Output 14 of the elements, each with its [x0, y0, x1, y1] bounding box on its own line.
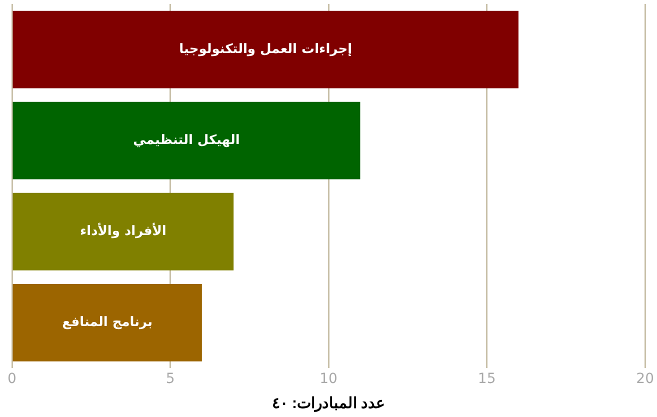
bar	[12, 284, 202, 362]
y-tick-label: الأفراد والأداء	[80, 222, 166, 239]
x-tick-label: 10	[320, 371, 338, 388]
bar	[12, 10, 518, 88]
y-tick-label: برنامج المنافع	[62, 315, 152, 330]
bar	[12, 102, 360, 180]
x-tick-label: 15	[478, 371, 496, 388]
y-tick-label: إجراءات العمل والتكنولوجيا	[179, 42, 352, 57]
y-tick-label: الهيكل التنظيمي	[133, 132, 240, 148]
x-axis-title: عدد المبادرات: ٤٠	[272, 395, 386, 412]
x-tick-label: 5	[166, 371, 175, 388]
x-tick-label: 20	[636, 371, 654, 388]
bar	[12, 192, 234, 270]
x-tick-label: 0	[8, 371, 16, 388]
